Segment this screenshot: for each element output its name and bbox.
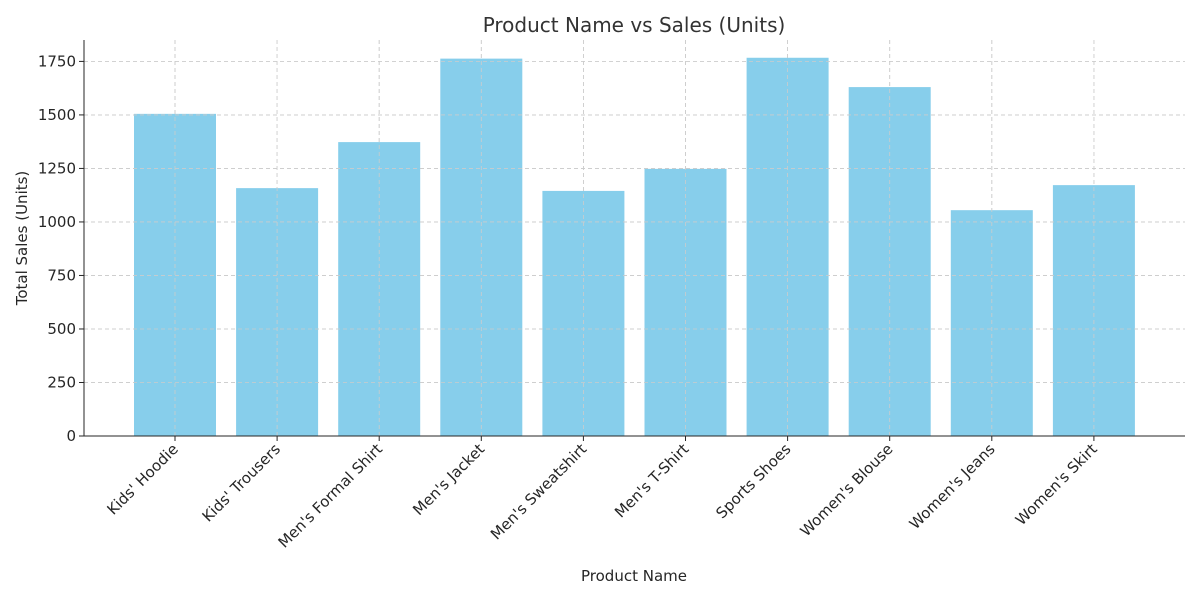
x-tick-label: Men's Sweatshirt [487, 440, 590, 543]
x-tick-label: Women's Jeans [906, 440, 999, 533]
y-tick-label: 1750 [38, 52, 76, 70]
grid-overlay [84, 40, 1185, 436]
x-tick-label: Men's T-Shirt [611, 440, 692, 521]
y-tick-label: 1000 [38, 213, 76, 231]
x-tick-label: Kids' Trousers [199, 440, 285, 526]
y-axis-ticks: 0 250 500 750 1000 1250 1500 1750 [38, 52, 84, 445]
y-tick-label: 0 [66, 427, 76, 445]
x-tick-label: Men's Formal Shirt [275, 440, 386, 551]
bar [440, 58, 523, 436]
y-tick-label: 1250 [38, 159, 76, 177]
x-tick-label: Women's Blouse [797, 440, 897, 540]
x-tick-label: Kids' Hoodie [103, 440, 181, 518]
bars [134, 57, 1135, 437]
x-tick-label: Men's Jacket [409, 440, 488, 519]
x-tick-label: Sports Shoes [712, 440, 794, 522]
chart-title: Product Name vs Sales (Units) [483, 13, 786, 37]
y-axis-label: Total Sales (Units) [13, 171, 31, 307]
bar [1052, 185, 1135, 436]
y-tick-label: 250 [47, 373, 76, 391]
x-tick-label: Women's Skirt [1012, 440, 1101, 529]
bar [338, 142, 421, 436]
x-axis-label: Product Name [581, 567, 687, 585]
y-tick-label: 500 [47, 320, 76, 338]
y-tick-label: 750 [47, 266, 76, 284]
y-tick-label: 1500 [38, 106, 76, 124]
